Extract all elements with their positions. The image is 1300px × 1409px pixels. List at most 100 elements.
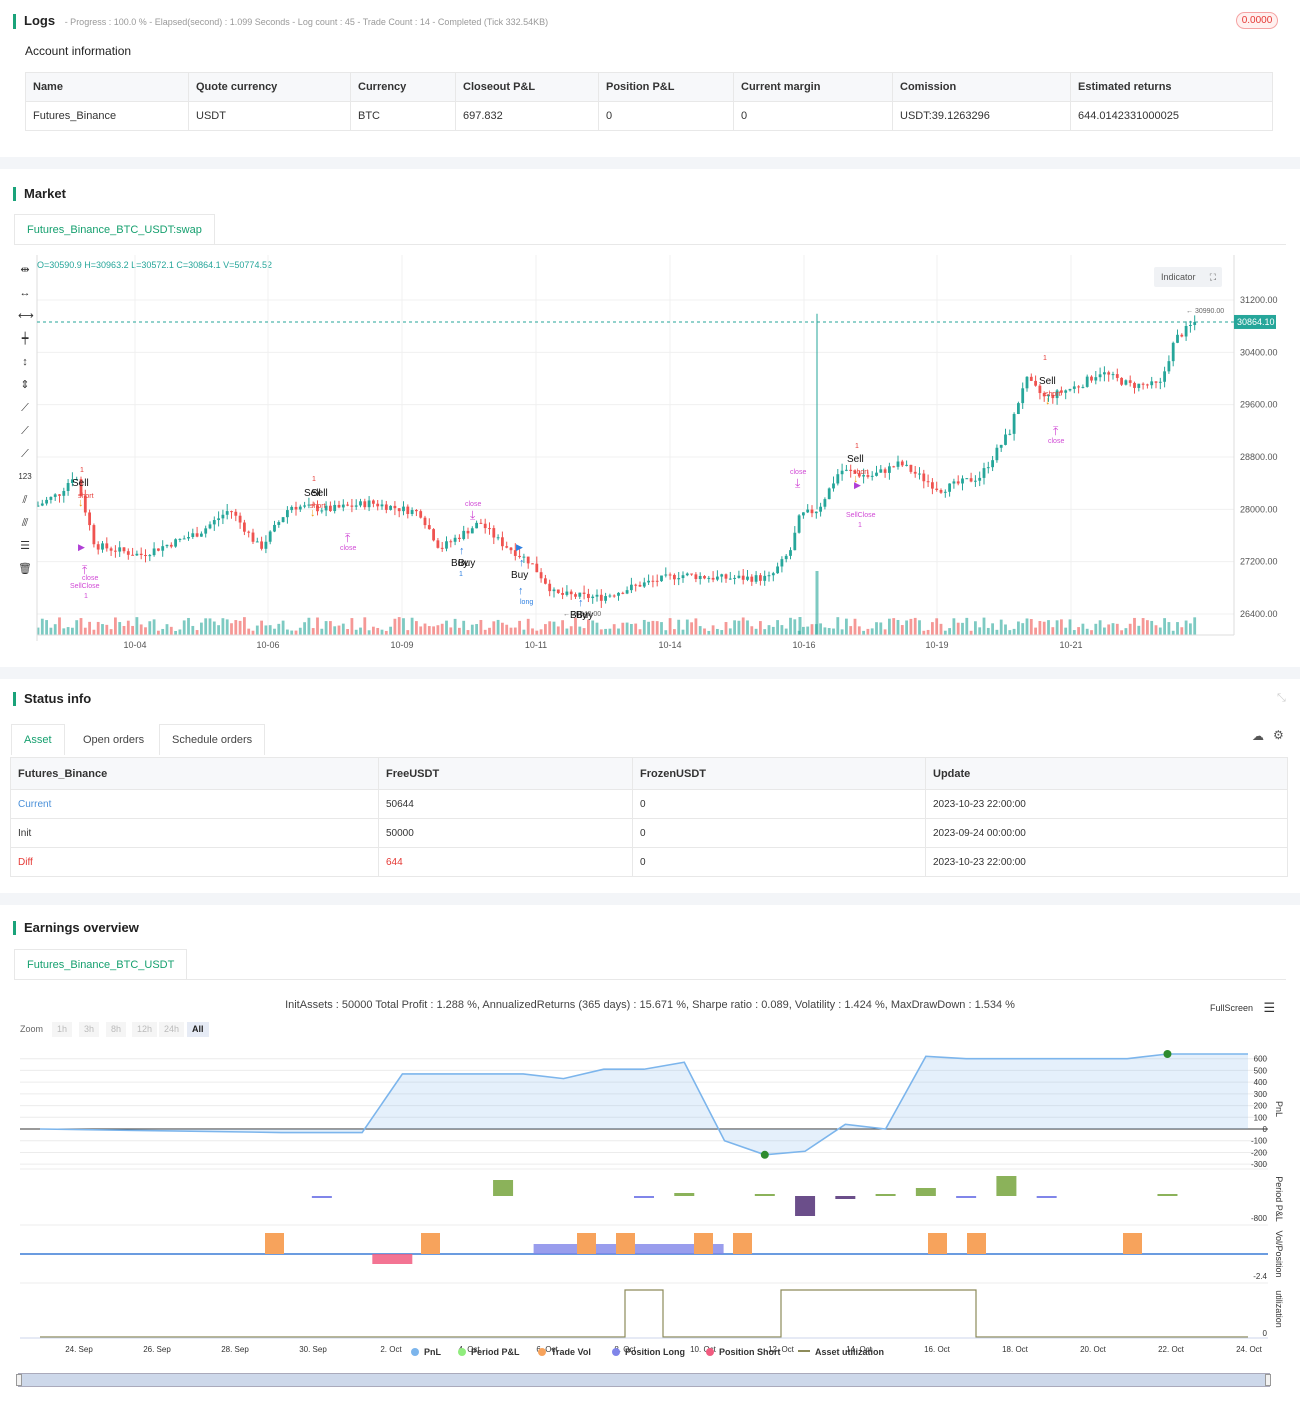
long-arrow-icon: ↑ <box>578 597 584 609</box>
gear-icon[interactable]: ⚙ <box>1273 728 1284 742</box>
date-tick-label: 10-11 <box>525 640 547 650</box>
tab-earnings-symbol[interactable]: Futures_Binance_BTC_USDT <box>14 949 188 980</box>
volume-bar <box>458 627 461 635</box>
horizontal-extended-icon[interactable]: ⟷ <box>18 310 34 322</box>
section-divider <box>0 667 1300 679</box>
candle-body <box>866 475 870 477</box>
candle-body <box>784 555 788 560</box>
candle-body <box>561 593 564 595</box>
parallel-channel-icon[interactable]: ⫽ <box>22 494 28 506</box>
candle-body <box>767 575 771 577</box>
zoom-8h[interactable]: 8h <box>106 1022 127 1037</box>
candle-body <box>247 531 251 533</box>
volume-bar <box>1042 621 1046 635</box>
volume-bar <box>96 621 100 635</box>
tab-open-orders[interactable]: Open orders <box>70 724 158 755</box>
fib-retracement-icon[interactable]: ☰ <box>20 540 30 552</box>
volume-bar <box>789 617 792 635</box>
legend-position-short[interactable]: Position Short <box>706 1347 781 1357</box>
zoom-all[interactable]: All <box>187 1022 209 1037</box>
indicator-label: Indicator <box>1161 272 1196 282</box>
candle-body <box>337 504 341 508</box>
volume-bar <box>333 626 337 635</box>
candle-body <box>397 508 401 512</box>
candle-body <box>814 511 818 514</box>
zoom-3h[interactable]: 3h <box>79 1022 100 1037</box>
extended-line-icon[interactable]: ⟋ <box>21 448 29 460</box>
volume-bar <box>88 621 91 635</box>
legend-position-long[interactable]: Position Long <box>612 1347 685 1357</box>
candle-body <box>853 471 857 474</box>
legend-trade-vol[interactable]: Trade Vol <box>538 1347 591 1357</box>
tab-asset[interactable]: Asset <box>11 724 65 755</box>
legend-dot-icon <box>612 1348 620 1356</box>
candle-body <box>311 504 315 506</box>
period-pnl-bar <box>674 1193 695 1196</box>
volume-bar <box>1072 630 1076 635</box>
volume-bar <box>926 629 930 635</box>
tab-market-symbol[interactable]: Futures_Binance_BTC_USDT:swap <box>14 214 215 245</box>
x-tick-label: 4. Oct <box>458 1345 480 1354</box>
short-label: short <box>853 469 869 476</box>
collapse-icon[interactable]: ⤡ <box>1277 692 1286 704</box>
volume-bar <box>1120 630 1123 635</box>
candle-body <box>53 494 57 497</box>
candle-body <box>1038 385 1042 394</box>
ray-line-icon[interactable]: ⟋ <box>21 425 29 437</box>
candle-body <box>161 546 165 551</box>
volume-bar <box>591 620 595 635</box>
regression-channel-icon[interactable]: ⫻ <box>21 517 29 529</box>
candle-body <box>759 575 762 581</box>
legend-asset-utilization[interactable]: Asset utilization <box>798 1347 884 1357</box>
vertical-ray-icon[interactable]: ↕ <box>22 356 28 368</box>
candle-body <box>470 528 474 534</box>
close-label: close <box>1048 438 1064 445</box>
volume-bar <box>496 619 500 635</box>
trash-icon[interactable]: 🗑 <box>18 563 32 575</box>
vertical-extended-icon[interactable]: ⇕ <box>20 379 30 391</box>
volume-bar <box>337 625 341 635</box>
candle-body <box>1047 395 1050 397</box>
volume-bar <box>462 620 466 635</box>
candle-body <box>728 578 732 580</box>
volume-bar <box>354 629 358 635</box>
horizontal-ray-icon[interactable]: ↔ <box>19 287 31 299</box>
volume-bar <box>905 620 908 635</box>
table-row: Current 50644 0 2023-10-23 22:00:00 <box>10 789 1288 819</box>
candle-body <box>221 514 225 519</box>
volume-bar <box>92 629 96 635</box>
candle-body <box>754 575 758 582</box>
legend-period-pnl[interactable]: Period P&L <box>458 1347 520 1357</box>
x-tick-label: 18. Oct <box>1002 1345 1029 1354</box>
navigator-handle-right[interactable] <box>1265 1374 1271 1386</box>
horizontal-line-icon[interactable]: ⇹ <box>20 264 30 276</box>
fullscreen-button[interactable]: FullScreen ☰ <box>1210 1000 1275 1016</box>
navigator-handle-left[interactable] <box>16 1374 22 1386</box>
candle-body <box>152 548 156 556</box>
tab-schedule-orders[interactable]: Schedule orders <box>159 724 266 755</box>
indicator-button[interactable]: Indicator ⛶ <box>1154 267 1222 287</box>
navigator-scrollbar[interactable] <box>18 1373 1270 1387</box>
period-pnl-bar <box>634 1196 654 1198</box>
candle-body <box>668 574 672 576</box>
volume-bar <box>479 619 483 635</box>
trade-vol-bar <box>928 1233 947 1254</box>
zoom-1h[interactable]: 1h <box>52 1022 73 1037</box>
legend-pnl[interactable]: PnL <box>411 1347 441 1357</box>
price-label-icon[interactable]: 123 <box>18 472 32 481</box>
volume-bar <box>324 621 328 635</box>
candle-body <box>458 537 461 539</box>
volume-bar <box>698 626 702 635</box>
zoom-24h[interactable]: 24h <box>159 1022 185 1037</box>
zoom-12h[interactable]: 12h <box>132 1022 158 1037</box>
cloud-icon[interactable]: ☁ <box>1252 729 1264 743</box>
candlestick-chart[interactable]: ← 30990.00← 26540.00Sellshort↓Sellshort↓… <box>0 250 1300 670</box>
candle-body <box>518 555 521 557</box>
trend-line-icon[interactable]: ⟋ <box>21 402 29 414</box>
volume-bar <box>36 627 40 635</box>
candle-body <box>1163 371 1166 382</box>
candle-body <box>1085 376 1089 387</box>
col-position: Position P&L <box>598 72 734 102</box>
vertical-line-icon[interactable]: ┿ <box>21 333 29 345</box>
trade-annotations: ← 30990.00← 26540.00Sellshort↓Sellshort↓… <box>70 308 1224 621</box>
